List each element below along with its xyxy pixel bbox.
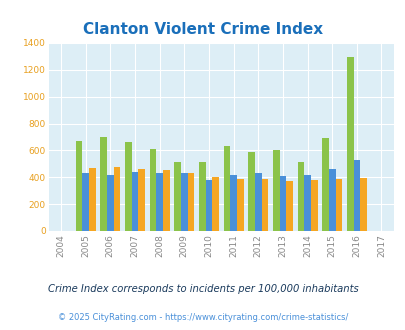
Bar: [89, 168, 96, 231]
Bar: [247, 152, 254, 231]
Bar: [212, 177, 218, 231]
Text: © 2025 CityRating.com - https://www.cityrating.com/crime-statistics/: © 2025 CityRating.com - https://www.city…: [58, 313, 347, 322]
Bar: [286, 181, 292, 231]
Bar: [174, 162, 181, 231]
Bar: [335, 179, 341, 231]
Bar: [261, 179, 268, 231]
Bar: [75, 141, 82, 231]
Bar: [279, 176, 286, 231]
Bar: [198, 162, 205, 231]
Bar: [156, 173, 162, 231]
Bar: [303, 175, 310, 231]
Bar: [138, 169, 145, 231]
Bar: [149, 149, 156, 231]
Bar: [230, 175, 237, 231]
Bar: [328, 169, 335, 231]
Bar: [205, 180, 212, 231]
Bar: [346, 57, 353, 231]
Bar: [322, 138, 328, 231]
Bar: [297, 162, 303, 231]
Bar: [181, 173, 187, 231]
Bar: [131, 172, 138, 231]
Bar: [125, 142, 131, 231]
Bar: [107, 175, 113, 231]
Bar: [353, 160, 359, 231]
Text: Clanton Violent Crime Index: Clanton Violent Crime Index: [83, 22, 322, 37]
Bar: [82, 173, 89, 231]
Bar: [310, 180, 317, 231]
Bar: [223, 147, 230, 231]
Bar: [113, 167, 120, 231]
Bar: [237, 179, 243, 231]
Bar: [254, 173, 261, 231]
Bar: [272, 150, 279, 231]
Bar: [162, 170, 169, 231]
Text: Crime Index corresponds to incidents per 100,000 inhabitants: Crime Index corresponds to incidents per…: [47, 284, 358, 294]
Bar: [100, 137, 107, 231]
Bar: [359, 178, 366, 231]
Bar: [187, 173, 194, 231]
